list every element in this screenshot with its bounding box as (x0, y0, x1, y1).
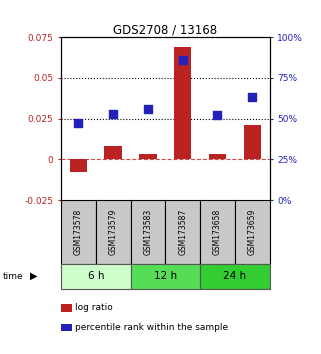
Text: GSM173579: GSM173579 (108, 209, 118, 255)
Bar (104, 146, 122, 159)
Point (145, 106, 151, 112)
Text: GSM173659: GSM173659 (248, 209, 257, 255)
Text: GSM173583: GSM173583 (143, 209, 152, 255)
Text: 24 h: 24 h (223, 271, 247, 281)
Bar (131, 200, 165, 264)
Title: GDS2708 / 13168: GDS2708 / 13168 (113, 23, 217, 36)
Bar (96, 200, 131, 264)
Bar (61, 264, 131, 289)
Text: log ratio: log ratio (75, 303, 113, 313)
Text: GSM173658: GSM173658 (213, 209, 222, 255)
Point (76, 121, 81, 126)
Point (215, 113, 220, 118)
Text: percentile rank within the sample: percentile rank within the sample (75, 323, 229, 332)
Bar (209, 154, 226, 159)
Bar (165, 200, 200, 264)
Bar (174, 47, 191, 159)
Point (110, 111, 116, 116)
Bar (70, 159, 87, 172)
Text: 12 h: 12 h (154, 271, 177, 281)
Text: GSM173578: GSM173578 (74, 209, 83, 255)
Point (180, 57, 185, 63)
Text: time: time (3, 272, 24, 281)
Bar (200, 264, 270, 289)
Bar (131, 264, 200, 289)
Bar (235, 200, 270, 264)
Text: GSM173587: GSM173587 (178, 209, 187, 255)
Bar (139, 154, 157, 159)
Text: ▶: ▶ (30, 271, 37, 281)
Point (250, 95, 255, 100)
Text: 6 h: 6 h (88, 271, 104, 281)
Bar (61, 200, 96, 264)
Bar (200, 200, 235, 264)
Bar (244, 125, 261, 159)
